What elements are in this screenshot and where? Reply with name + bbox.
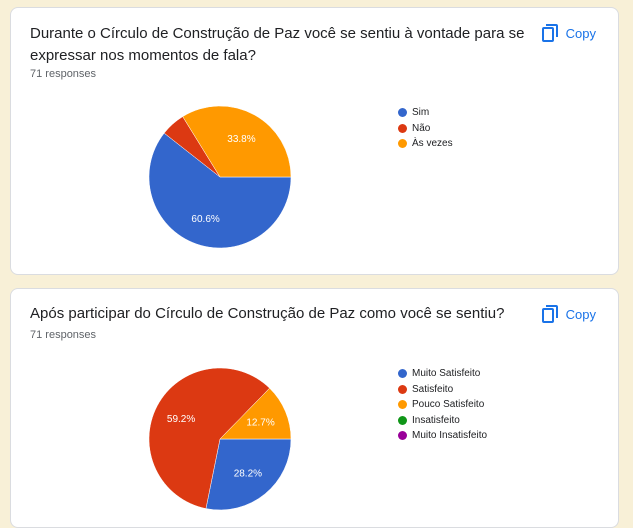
legend-swatch — [398, 123, 407, 133]
copy-button[interactable]: Copy — [541, 305, 596, 323]
legend-item-muito-satisfeito: Muito Satisfeito — [398, 366, 487, 382]
legend-label: Muito Insatisfeito — [412, 430, 488, 442]
pie-chart: 60.6% 33.8% — [148, 105, 292, 249]
legend-label: Satisfeito — [412, 383, 454, 395]
copy-label: Copy — [565, 306, 596, 322]
legend-item-nao: Não — [398, 121, 453, 137]
legend-swatch — [398, 415, 407, 425]
pie-data-label: 28.2% — [234, 469, 262, 480]
legend-item-sim: Sim — [398, 105, 453, 121]
legend-item-muito-insatisfeito: Muito Insatisfeito — [398, 428, 487, 444]
chart-legend: Sim Não Às vezes — [398, 105, 453, 152]
legend-label: Pouco Satisfeito — [412, 399, 485, 411]
legend-label: Não — [412, 122, 431, 134]
legend-swatch — [398, 384, 407, 394]
pie-slice-sim — [148, 132, 292, 249]
response-count: 71 responses — [30, 68, 97, 80]
legend-item-as-vezes: Às vezes — [398, 136, 453, 152]
legend-label: Às vezes — [412, 138, 453, 150]
pie-chart: 28.2% 59.2% 12.7% — [148, 367, 292, 511]
question-title: Durante o Círculo de Construção de Paz v… — [30, 25, 525, 64]
legend-label: Muito Satisfeito — [412, 368, 481, 380]
pie-data-label: 33.8% — [227, 134, 255, 145]
response-count: 71 responses — [30, 329, 97, 341]
legend-item-pouco-satisfeito: Pouco Satisfeito — [398, 397, 487, 413]
copy-button[interactable]: Copy — [541, 24, 596, 42]
question-card-1: Durante o Círculo de Construção de Paz v… — [10, 7, 619, 275]
copy-icon — [541, 305, 558, 323]
chart-legend: Muito Satisfeito Satisfeito Pouco Satisfei… — [398, 366, 487, 444]
pie-slice-pouco-satisfeito — [219, 387, 292, 440]
legend-swatch — [398, 139, 407, 149]
question-title: Após participar do Círculo de Construção… — [30, 305, 505, 322]
copy-icon — [541, 24, 558, 42]
pie-data-label: 59.2% — [167, 414, 195, 425]
pie-slice-satisfeito — [148, 367, 270, 509]
pie-data-label: 12.7% — [246, 417, 274, 428]
question-card-2: Após participar do Círculo de Construção… — [10, 288, 619, 528]
legend-label: Sim — [412, 107, 430, 119]
legend-swatch — [398, 431, 407, 441]
legend-swatch — [398, 400, 407, 410]
copy-label: Copy — [565, 25, 596, 41]
pie-slice-as-vezes — [182, 105, 292, 178]
pie-data-label: 60.6% — [191, 214, 219, 225]
legend-swatch — [398, 369, 407, 379]
legend-label: Insatisfeito — [412, 414, 460, 426]
legend-item-insatisfeito: Insatisfeito — [398, 413, 487, 429]
legend-item-satisfeito: Satisfeito — [398, 382, 487, 398]
pie-slice-muito-satisfeito — [205, 438, 292, 511]
legend-swatch — [398, 108, 407, 118]
